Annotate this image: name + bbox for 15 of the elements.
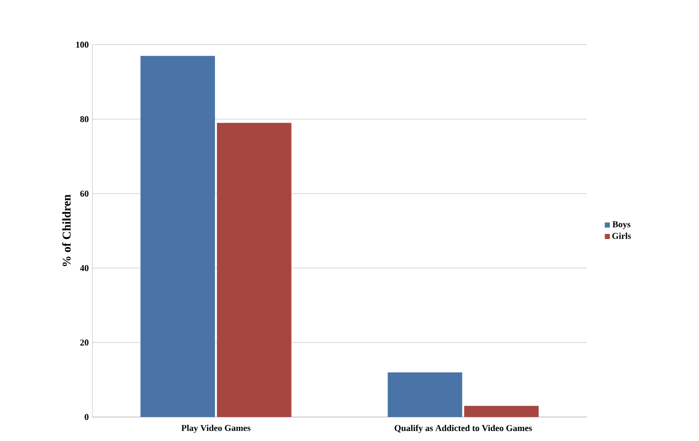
y-tick-label: 60 — [80, 190, 88, 197]
y-axis-title: % of Children — [62, 194, 71, 266]
x-tick-label: Qualify as Addicted to Video Games — [394, 424, 532, 433]
bar — [464, 406, 539, 418]
bar — [216, 122, 292, 418]
y-tick-label: 100 — [76, 42, 88, 48]
legend-label: Boys — [612, 221, 630, 230]
bar — [388, 372, 462, 418]
y-tick-label: 20 — [80, 340, 88, 346]
bar — [140, 56, 215, 418]
y-tick-label: 80 — [80, 116, 88, 122]
y-tick-label: 0 — [84, 414, 88, 420]
legend-label: Girls — [612, 232, 631, 239]
x-tick-label: Play Video Games — [181, 424, 250, 433]
y-tick-label: 40 — [80, 265, 88, 272]
